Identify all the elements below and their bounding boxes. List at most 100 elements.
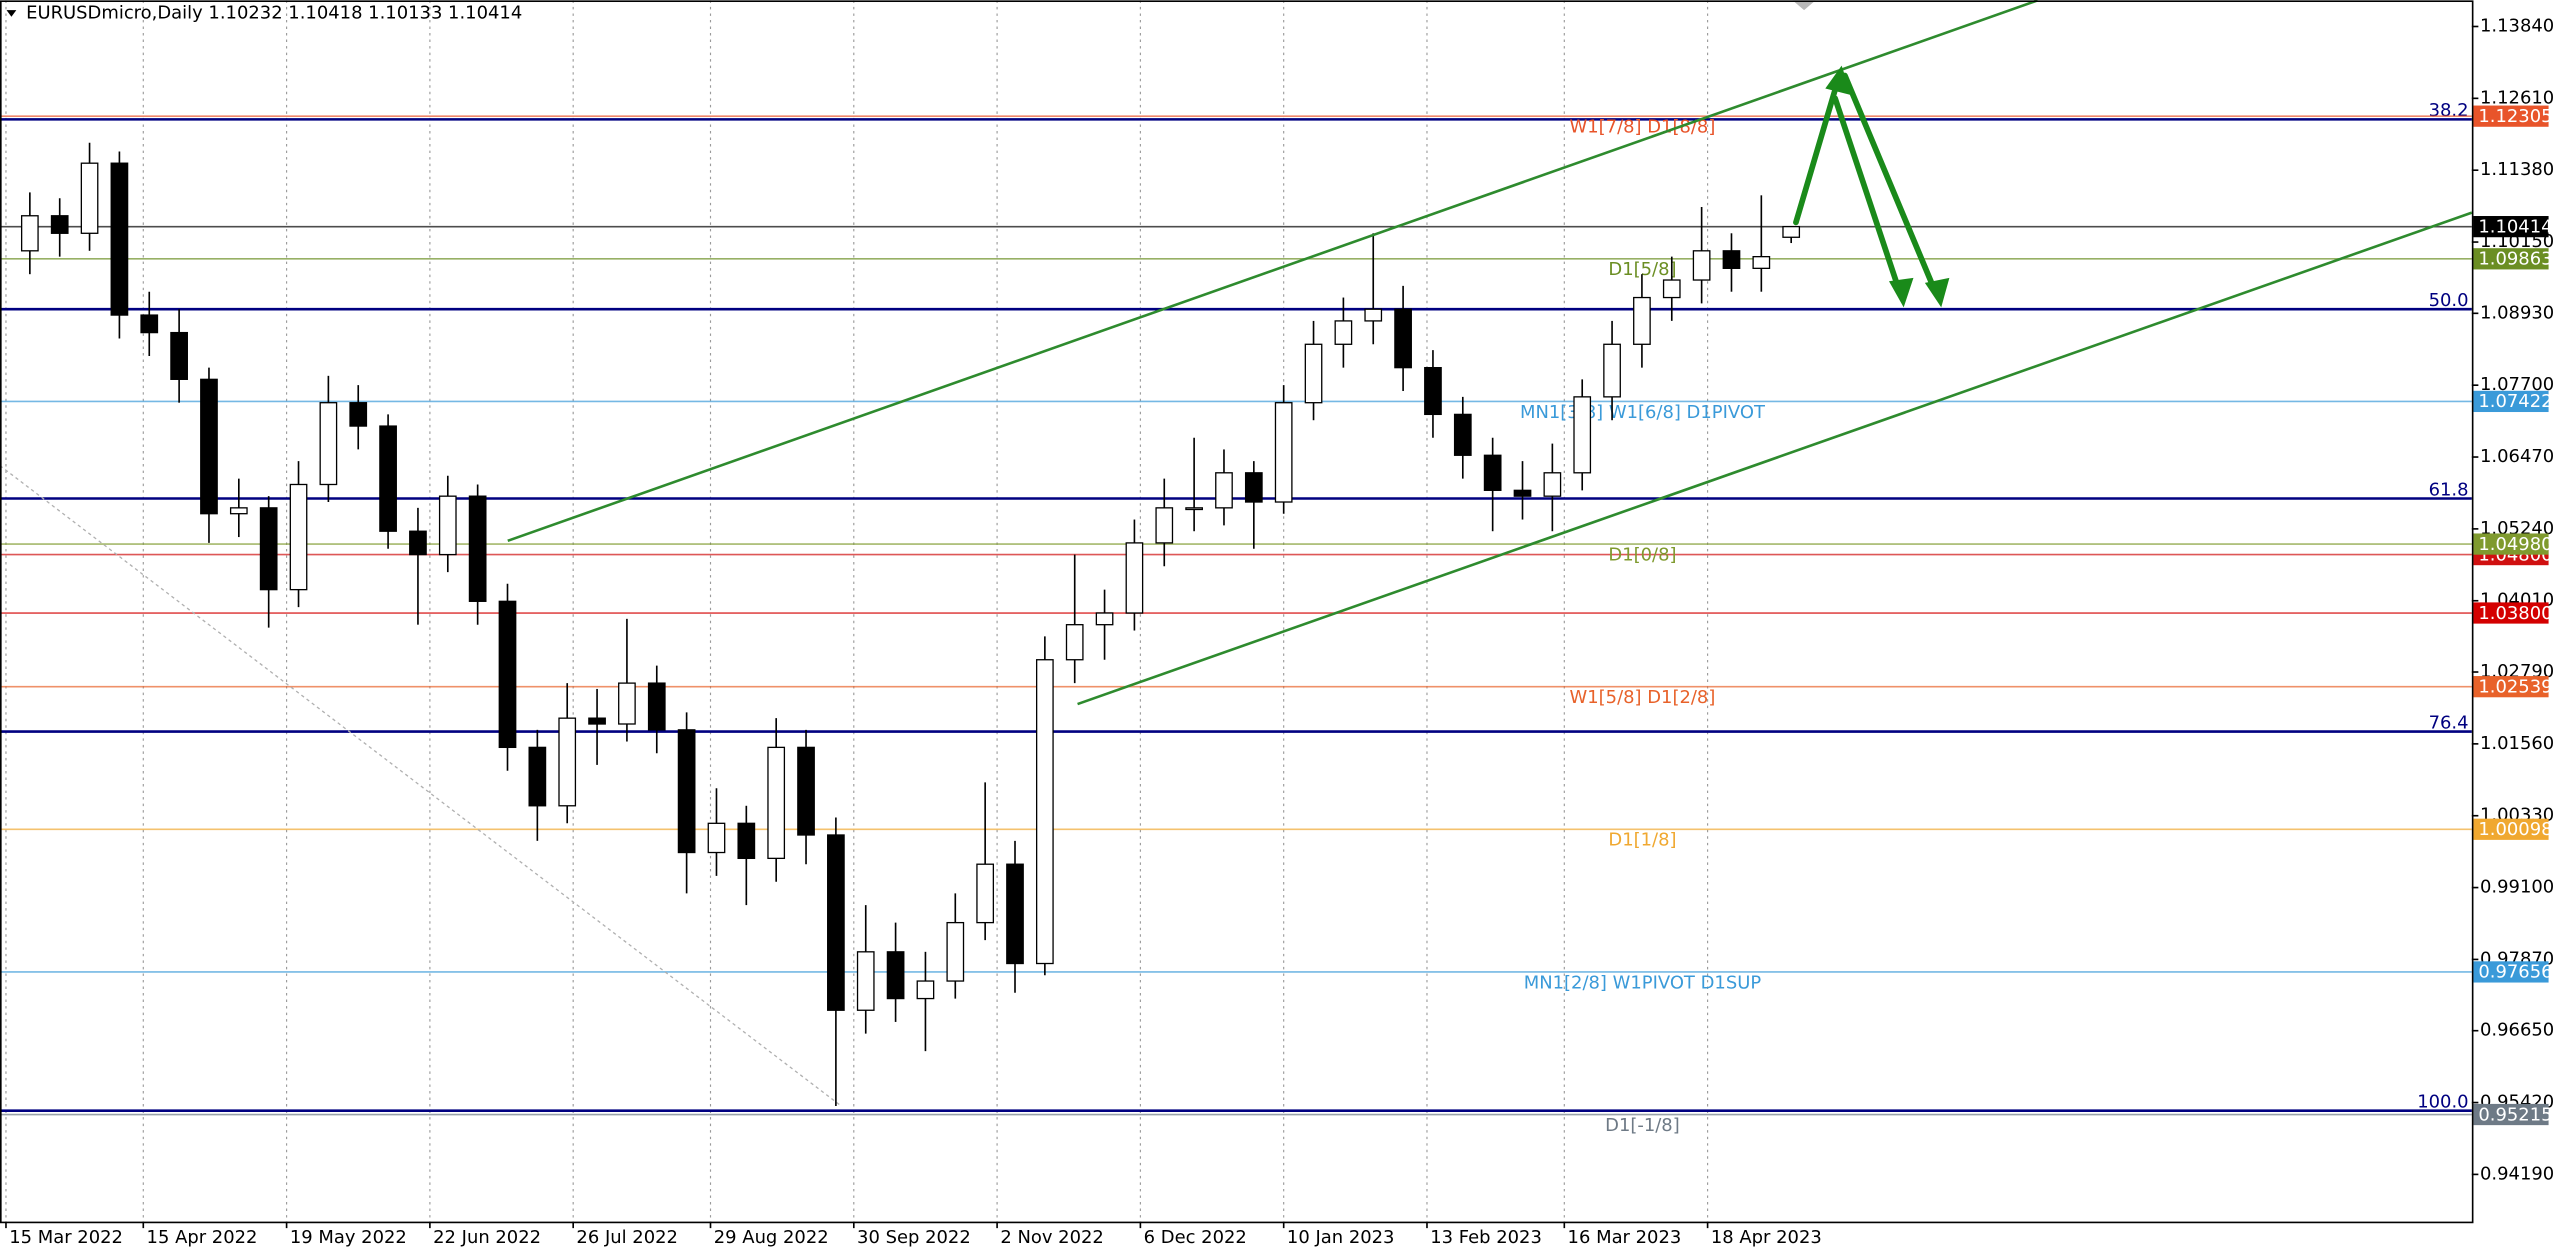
candle-body: [468, 495, 487, 602]
arrow-down-1: [1832, 95, 1904, 298]
candle-body: [1543, 472, 1562, 497]
axis-layer: 1.138401.126101.113801.101501.089301.077…: [5, 15, 2554, 1248]
candle-body: [1155, 507, 1174, 544]
y-tick-label: 1.13840: [2480, 15, 2554, 36]
level-text: D1[0/8]: [1608, 545, 1676, 566]
candle-body: [170, 331, 188, 380]
x-tick-label: 29 Aug 2022: [714, 1227, 829, 1248]
y-tick-label: 1.12610: [2480, 87, 2554, 108]
candle-body: [1244, 472, 1263, 503]
candle-body: [1424, 366, 1442, 416]
grid-layer: [5, 0, 1709, 1222]
candle-body: [1603, 343, 1621, 398]
x-tick-label: 18 Apr 2023: [1711, 1227, 1822, 1248]
level-text: D1[1/8]: [1608, 830, 1676, 851]
level-layer: 38.2 50.0 61.8 76.4 100.0 W1[7/8] D1[8/8] D1[5…: [0, 100, 2472, 1136]
candle-body: [50, 215, 69, 234]
x-tick-label: 2 Nov 2022: [1000, 1227, 1103, 1248]
level-text: W1[7/8] D1[8/8]: [1570, 117, 1716, 138]
price-box: [2473, 676, 2549, 698]
fib-label: 100.0: [2417, 1092, 2468, 1113]
menu-triangle: [6, 10, 17, 17]
y-tick-label: 1.06470: [2480, 446, 2554, 467]
candle-body: [379, 425, 397, 532]
candle-body: [976, 863, 995, 924]
candle-body: [229, 507, 248, 515]
price-box-label: 1.07422: [2478, 391, 2552, 412]
candle-body: [1513, 489, 1532, 497]
x-tick-label: 16 Mar 2023: [1568, 1227, 1682, 1248]
price-box: [2473, 961, 2549, 983]
candle-body: [1035, 659, 1054, 965]
candle-body: [1334, 320, 1353, 345]
candle-body: [1752, 256, 1771, 269]
fib-label: 76.4: [2429, 712, 2469, 733]
y-tick-label: 1.07700: [2480, 374, 2554, 395]
candle-body: [1453, 413, 1472, 456]
price-box: [2473, 248, 2549, 270]
level-text: D1[5/8]: [1608, 259, 1676, 280]
candle-body: [856, 951, 875, 1011]
price-box-label: 1.09863: [2478, 249, 2552, 270]
candle-body: [1483, 454, 1502, 491]
y-tick-label: 1.01560: [2480, 733, 2554, 754]
candle-body: [647, 682, 666, 731]
candle-body: [110, 162, 129, 316]
candle-body: [767, 746, 786, 860]
candle-body: [1364, 308, 1383, 322]
candle-body: [80, 162, 99, 234]
price-box-label: 1.02539: [2478, 676, 2552, 697]
candle-body: [946, 921, 965, 982]
candle-body: [916, 980, 935, 1000]
arrow-down-2: [1842, 72, 1940, 298]
chart-title: EURUSDmicro,Daily 1.10232 1.10418 1.1013…: [26, 2, 522, 23]
candle-body: [588, 717, 606, 725]
price-box-label: 1.12305: [2478, 106, 2552, 127]
x-tick-label: 26 Jul 2022: [576, 1227, 678, 1248]
price-box-label: 1.10414: [2478, 216, 2552, 237]
candle-body: [349, 402, 368, 427]
candle-body: [498, 600, 517, 749]
candle-body: [797, 746, 815, 836]
fib-label: 50.0: [2429, 290, 2469, 311]
channel-lower: [1077, 211, 2473, 706]
candle-body: [528, 746, 547, 807]
price-box: [2473, 390, 2549, 413]
arrow-head-up: [1825, 65, 1852, 96]
price-box: [2473, 1103, 2549, 1126]
candle-body: [259, 507, 278, 591]
candle-body: [319, 402, 338, 486]
arrow-head-down-1: [1888, 277, 1914, 308]
price-box: [2473, 533, 2549, 555]
x-tick-label: 13 Feb 2023: [1430, 1227, 1542, 1248]
x-tick-label: 30 Sep 2022: [857, 1227, 971, 1248]
price-box-label: 0.97656: [2478, 962, 2552, 983]
candle-body: [20, 215, 39, 252]
candle-body: [558, 717, 577, 807]
price-box: [2473, 602, 2549, 624]
x-tick-label: 6 Dec 2022: [1144, 1227, 1247, 1248]
x-tick-label: 22 Jun 2022: [433, 1227, 541, 1248]
arrow-up: [1793, 75, 1842, 226]
price-box-label: 1.04980: [2478, 534, 2552, 555]
candle-layer: [20, 142, 1801, 1107]
forecast-arrows: [1793, 72, 1940, 298]
candle-body: [707, 822, 726, 854]
candle-body: [1065, 624, 1084, 661]
price-box: [2473, 818, 2549, 840]
price-box: [2473, 216, 2549, 238]
price-box-label: 1.00098: [2478, 819, 2552, 840]
candle-body: [409, 530, 427, 556]
arrow-head-down-2: [1924, 277, 1950, 308]
level-text: MN1[2/8] W1PIVOT D1SUP: [1524, 972, 1762, 993]
price-box-label: 0.95215: [2478, 1104, 2552, 1125]
candle-body: [1692, 250, 1711, 281]
price-box-label: 1.03800: [2478, 603, 2552, 624]
candle-body: [618, 682, 636, 725]
marker: [1792, 0, 1816, 11]
candle-body: [289, 483, 308, 591]
candle-body: [1185, 507, 1203, 511]
